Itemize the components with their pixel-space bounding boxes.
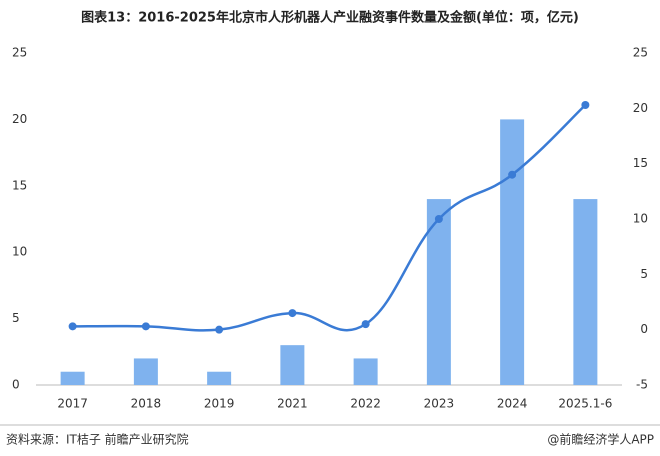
y2-tick-label: 20: [633, 101, 648, 115]
bar: [573, 199, 598, 385]
bar: [280, 345, 305, 385]
x-tick-label: 2018: [131, 397, 162, 411]
line-point: [141, 322, 150, 331]
chart-title: 图表13：2016-2025年北京市人形机器人产业融资事件数量及金额(单位：项，…: [81, 10, 579, 26]
bar: [207, 371, 232, 385]
x-tick-label: 2019: [204, 397, 235, 411]
x-tick-label: 2017: [57, 397, 88, 411]
y2-tick-label: 10: [633, 212, 648, 226]
x-tick-label: 2023: [424, 397, 455, 411]
x-tick-label: 2021: [277, 397, 308, 411]
x-tick-label: 2024: [497, 397, 528, 411]
line-point: [508, 170, 517, 179]
y-tick-label: 20: [12, 112, 27, 126]
source: 资料来源：IT桔子 前瞻产业研究院: [6, 432, 189, 447]
x-tick-label: 2022: [350, 397, 381, 411]
bar: [133, 358, 158, 385]
line-point: [215, 325, 224, 334]
y2-tick-label: 5: [640, 267, 648, 281]
y2-tick-label: 15: [633, 156, 648, 170]
bar: [500, 119, 525, 386]
line-point: [581, 101, 590, 110]
bar: [60, 371, 85, 385]
y2-tick-label: 0: [640, 322, 648, 336]
line-point: [361, 320, 370, 329]
y2-tick-label: 25: [633, 46, 648, 60]
y-tick-label: 25: [12, 46, 27, 60]
x-tick-label: 2025.1-6: [558, 397, 612, 411]
bar: [353, 358, 378, 385]
line-point: [68, 322, 77, 331]
y-tick-label: 10: [12, 245, 27, 259]
line-point: [434, 215, 443, 223]
y-tick-label: 5: [12, 311, 20, 325]
y-tick-label: 15: [12, 178, 27, 192]
y-tick-label: 0: [12, 378, 20, 392]
credit: @前瞻经济学人APP: [547, 432, 654, 447]
y2-tick-label: -5: [636, 378, 648, 392]
line-point: [288, 309, 297, 318]
